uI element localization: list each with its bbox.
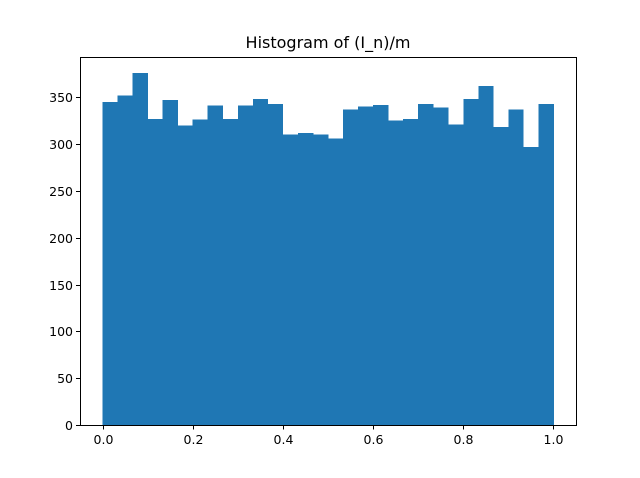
histogram-bar <box>267 103 284 425</box>
histogram-bar <box>418 103 434 425</box>
histogram-bar <box>132 72 148 425</box>
histogram-bar <box>493 127 509 425</box>
y-axis-ticks: 0 50 100 150 200 250 300 350 <box>49 90 81 433</box>
y-tick-label: 250 <box>49 184 73 199</box>
x-tick-label: 0.4 <box>274 432 294 447</box>
histogram-bar <box>433 107 449 426</box>
y-tick-label: 200 <box>49 231 73 246</box>
y-tick-label: 150 <box>49 278 73 293</box>
histogram-bar <box>508 109 524 426</box>
x-axis-ticks: 0.0 0.2 0.4 0.6 0.8 1.0 <box>94 425 564 447</box>
histogram-bar <box>117 95 133 426</box>
histogram-bar <box>358 106 374 425</box>
y-tick-label: 100 <box>49 324 73 339</box>
histogram-bar <box>373 104 389 425</box>
histogram-bar <box>177 125 194 425</box>
y-tick-label: 50 <box>57 371 73 386</box>
chart-title: Histogram of (I_n)/m <box>246 33 411 53</box>
histogram-bar <box>538 103 554 425</box>
histogram-bar <box>192 119 209 425</box>
y-tick-label: 0 <box>65 418 73 433</box>
y-tick-label: 300 <box>49 137 73 152</box>
histogram-bar <box>237 105 254 425</box>
x-tick-label: 0.6 <box>364 432 384 447</box>
histogram-bar <box>297 132 314 425</box>
histogram-bar <box>328 138 344 426</box>
x-tick-label: 1.0 <box>544 432 564 447</box>
histogram-bar <box>312 134 329 426</box>
histogram-bar <box>102 101 118 425</box>
histogram-bar <box>162 100 179 425</box>
x-tick-label: 0.2 <box>184 432 204 447</box>
histogram-bar <box>523 146 539 425</box>
y-tick-label: 350 <box>49 90 73 105</box>
histogram-bar <box>343 109 359 426</box>
histogram-bar <box>222 118 239 426</box>
bars-group <box>102 72 554 426</box>
histogram-bar <box>147 118 163 426</box>
plot-frame <box>80 57 577 426</box>
x-tick-label: 0.8 <box>454 432 474 447</box>
histogram-bar <box>478 86 494 426</box>
x-tick-label: 0.0 <box>94 432 114 447</box>
histogram-bar <box>388 120 404 425</box>
histogram-bar <box>463 99 479 426</box>
histogram-bar <box>207 105 224 425</box>
histogram-bar <box>252 99 269 426</box>
histogram-bar <box>282 134 299 426</box>
axes-group <box>80 57 577 426</box>
histogram-bar <box>403 118 419 426</box>
histogram-bar <box>448 124 464 425</box>
